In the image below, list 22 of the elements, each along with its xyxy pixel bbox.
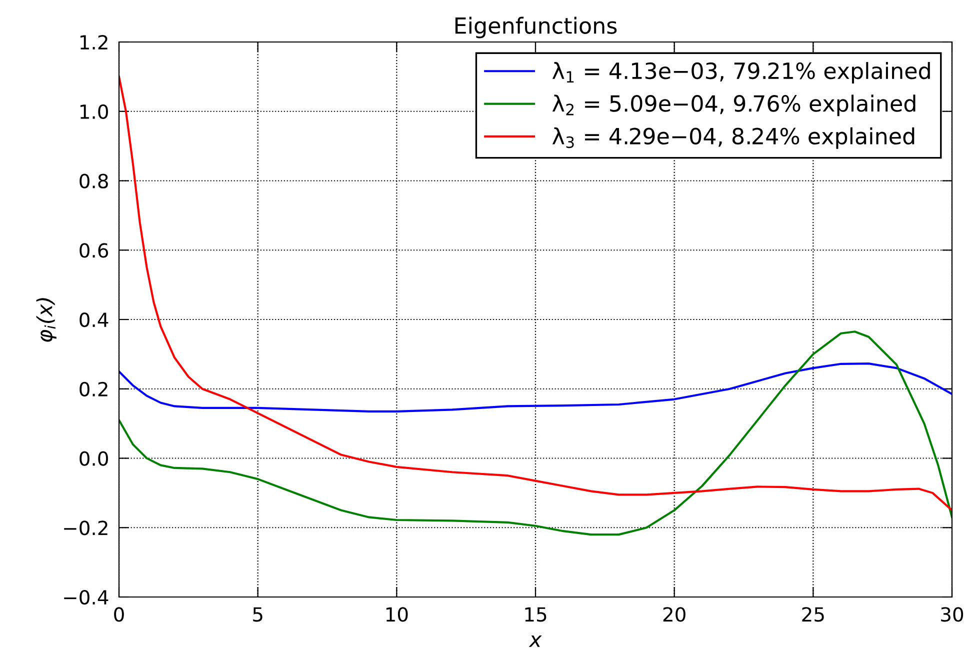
legend-label: λ$_{3}$ = 4.29e−04, 8.24% explained xyxy=(552,127,914,149)
y-tick-label: −0.2 xyxy=(64,520,108,536)
y-tick-label: 0.0 xyxy=(80,451,108,466)
y-tick-label: 0.6 xyxy=(80,243,108,258)
x-tick-label: 20 xyxy=(663,607,686,622)
y-tick-label: −0.4 xyxy=(64,590,108,605)
y-axis-title: φ$_{i}$(x) xyxy=(36,298,56,342)
x-tick-label: 10 xyxy=(386,607,408,622)
legend-label: λ$_{1}$ = 4.13e−03, 79.21% explained xyxy=(552,62,930,84)
x-tick-label: 5 xyxy=(253,607,262,622)
chart-title: Eigenfunctions xyxy=(455,16,617,38)
y-tick-label: 1.0 xyxy=(80,104,108,120)
legend-label: λ$_{2}$ = 5.09e−04, 9.76% explained xyxy=(552,94,916,116)
x-tick-label: 15 xyxy=(525,607,546,622)
x-axis-title: x xyxy=(528,636,542,647)
x-tick-label: 30 xyxy=(941,607,964,622)
x-tick-label: 0 xyxy=(114,607,124,622)
y-tick-label: 0.4 xyxy=(80,312,108,328)
x-tick-label: 25 xyxy=(802,607,824,622)
y-tick-label: 0.2 xyxy=(80,382,108,397)
y-tick-label: 0.8 xyxy=(80,174,108,188)
y-tick-label: 1.2 xyxy=(80,34,108,50)
